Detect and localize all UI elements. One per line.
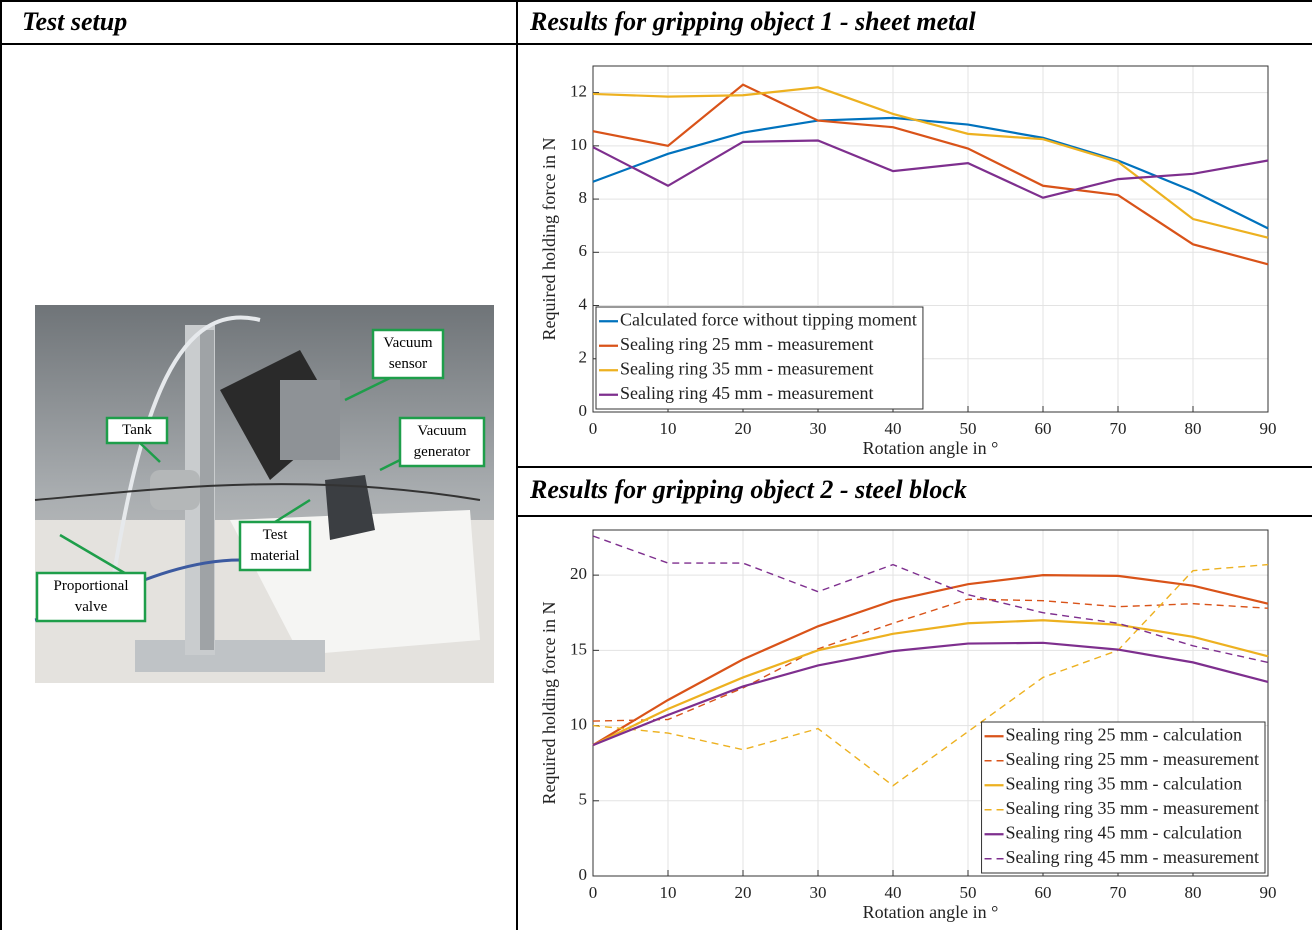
- callout-label: sensor: [389, 356, 427, 372]
- x-tick-label: 50: [960, 419, 977, 438]
- legend-label: Sealing ring 45 mm - calculation: [1006, 822, 1242, 842]
- y-tick-label: 5: [579, 790, 588, 809]
- legend-label: Sealing ring 35 mm - calculation: [1006, 773, 1242, 793]
- legend: Sealing ring 25 mm - calculation Sealing …: [982, 722, 1265, 873]
- x-tick-label: 90: [1260, 883, 1277, 902]
- legend-label: Sealing ring 35 mm - measurement: [620, 358, 873, 378]
- y-tick-label: 12: [570, 82, 587, 101]
- x-tick-label: 80: [1185, 419, 1202, 438]
- y-tick-label: 2: [579, 348, 588, 367]
- x-tick-label: 70: [1110, 883, 1127, 902]
- header-title: Test setup: [22, 7, 127, 36]
- y-tick-label: 20: [570, 564, 587, 583]
- x-tick-label: 40: [885, 419, 902, 438]
- x-tick-label: 10: [660, 883, 677, 902]
- x-tick-label: 10: [660, 419, 677, 438]
- callout-label: Vacuum: [383, 335, 432, 351]
- callout-label: Proportional: [54, 578, 129, 594]
- y-axis-label: Required holding force in N: [539, 138, 559, 341]
- legend-label: Sealing ring 45 mm - measurement: [1006, 847, 1259, 867]
- y-axis-label: Required holding force in N: [539, 602, 559, 805]
- x-tick-label: 60: [1035, 883, 1052, 902]
- y-tick-label: 0: [579, 865, 588, 884]
- legend-label: Sealing ring 25 mm - calculation: [1006, 724, 1242, 744]
- legend-label: Sealing ring 25 mm - measurement: [1006, 749, 1259, 769]
- x-tick-label: 90: [1260, 419, 1277, 438]
- x-tick-label: 40: [885, 883, 902, 902]
- x-axis-label: Rotation angle in °: [863, 438, 999, 458]
- x-axis-label: Rotation angle in °: [863, 902, 999, 922]
- x-tick-label: 80: [1185, 883, 1202, 902]
- x-tick-label: 60: [1035, 419, 1052, 438]
- y-tick-label: 8: [579, 188, 588, 207]
- legend-label: Sealing ring 25 mm - measurement: [620, 334, 873, 354]
- y-tick-label: 10: [570, 714, 587, 733]
- callout-label: Test: [263, 527, 289, 543]
- y-tick-label: 15: [570, 639, 587, 658]
- legend-label: Calculated force without tipping moment: [620, 309, 917, 329]
- legend-label: Sealing ring 45 mm - measurement: [620, 383, 873, 403]
- header-title: Results for gripping object 2 - steel bl…: [529, 475, 967, 504]
- x-tick-label: 20: [735, 883, 752, 902]
- callout-label: generator: [414, 444, 471, 460]
- x-tick-label: 20: [735, 419, 752, 438]
- legend-label: Sealing ring 35 mm - measurement: [1006, 798, 1259, 818]
- page: Test setup Results for gripping object 1…: [0, 0, 1312, 930]
- x-tick-label: 30: [810, 883, 827, 902]
- x-tick-label: 30: [810, 419, 827, 438]
- x-tick-label: 0: [589, 883, 598, 902]
- header-title: Results for gripping object 1 - sheet me…: [529, 7, 976, 36]
- callout-label: material: [250, 548, 299, 564]
- y-tick-label: 6: [579, 241, 588, 260]
- x-tick-label: 70: [1110, 419, 1127, 438]
- y-tick-label: 4: [579, 294, 588, 313]
- y-tick-label: 10: [570, 135, 587, 154]
- callout-label: valve: [75, 599, 108, 615]
- x-tick-label: 50: [960, 883, 977, 902]
- legend: Calculated force without tipping moment S…: [596, 307, 923, 409]
- y-tick-label: 0: [579, 401, 588, 420]
- x-tick-label: 0: [589, 419, 598, 438]
- callout-label: Tank: [122, 422, 152, 438]
- callout-label: Vacuum: [417, 423, 466, 439]
